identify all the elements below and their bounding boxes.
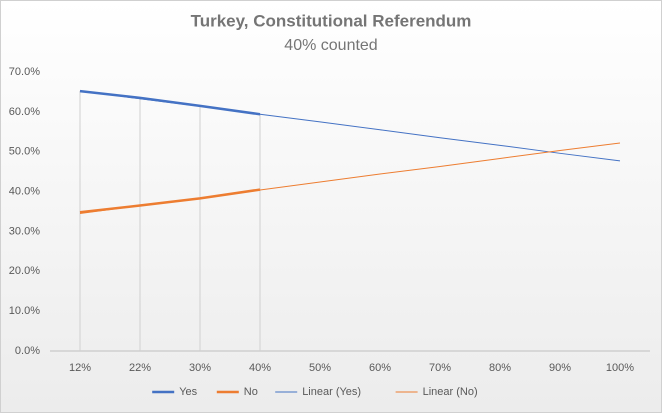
series-line <box>79 188 261 214</box>
y-tick-label: 0.0% <box>15 345 40 357</box>
legend-label: No <box>244 386 258 398</box>
x-tick-label: 50% <box>309 362 331 374</box>
y-tick-label: 30.0% <box>9 225 40 237</box>
legend-label: Linear (No) <box>423 386 478 398</box>
chart-title: Turkey, Constitutional Referendum <box>191 11 472 30</box>
x-tick-label: 30% <box>189 362 211 374</box>
legend-label: Yes <box>179 386 197 398</box>
x-tick-label: 60% <box>369 362 391 374</box>
y-tick-label: 10.0% <box>9 305 40 317</box>
x-tick-label: 90% <box>549 362 571 374</box>
x-tick-label: 80% <box>489 362 511 374</box>
x-tick-label: 22% <box>129 362 151 374</box>
chart-subtitle: 40% counted <box>284 37 377 54</box>
y-tick-label: 60.0% <box>9 106 40 118</box>
y-tick-label: 50.0% <box>9 146 40 158</box>
x-tick-label: 100% <box>606 362 634 374</box>
series-line <box>79 89 261 116</box>
x-tick-label: 40% <box>249 362 271 374</box>
legend-label: Linear (Yes) <box>302 386 361 398</box>
x-tick-label: 70% <box>429 362 451 374</box>
x-tick-label: 12% <box>69 362 91 374</box>
y-tick-label: 70.0% <box>9 66 40 78</box>
y-tick-label: 40.0% <box>9 185 40 197</box>
y-tick-label: 20.0% <box>9 265 40 277</box>
